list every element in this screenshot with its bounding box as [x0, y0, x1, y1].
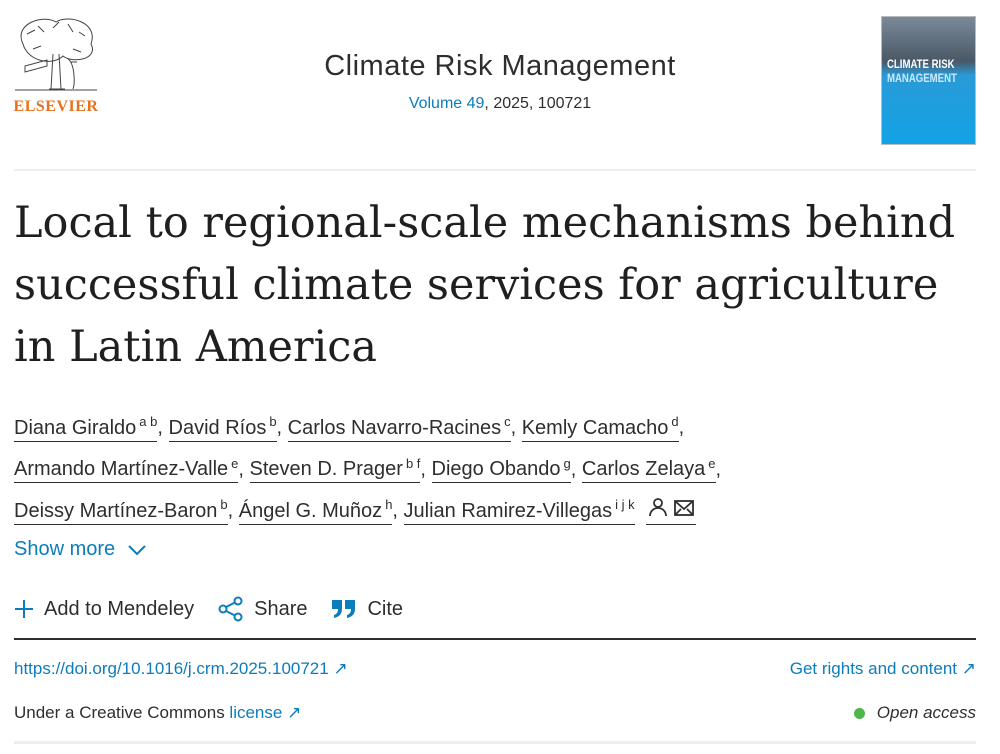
show-more-button[interactable]: Show more: [14, 538, 147, 561]
affiliation-sup: h: [385, 497, 393, 513]
person-icon: [649, 498, 668, 517]
author-name: Steven D. Prager: [249, 458, 403, 481]
add-to-mendeley-button[interactable]: Add to Mendeley: [14, 598, 194, 621]
affiliation-sup: a b: [139, 414, 158, 429]
cite-button[interactable]: Cite: [331, 598, 403, 621]
author-link[interactable]: Kemly Camacho d: [521, 414, 679, 442]
author-link[interactable]: Armando Martínez-Valle e: [14, 455, 239, 484]
share-icon: [218, 596, 243, 622]
author-name: Kemly Camacho: [521, 416, 669, 439]
author-name: Carlos Navarro-Racines: [287, 416, 502, 439]
journal-header: Climate Risk Management Volume 49, 2025,…: [0, 50, 1000, 113]
author-name: Ángel G. Muñoz: [238, 499, 383, 522]
volume-link[interactable]: Volume 49: [408, 95, 485, 112]
affiliation-sup: i j k: [615, 497, 635, 513]
author-link[interactable]: Ángel G. Muñoz h: [238, 497, 393, 525]
license-text: Under a Creative Commons license ↗: [14, 703, 302, 722]
show-more-label: Show more: [14, 538, 116, 560]
affiliation-sup: c: [504, 414, 511, 429]
author-link[interactable]: Deissy Martínez-Baron b: [14, 497, 228, 525]
author-name: Diana Giraldo: [14, 416, 137, 439]
author-name: Armando Martínez-Valle: [14, 458, 229, 481]
elsevier-wordmark: ELSEVIER: [13, 98, 99, 115]
get-rights-link[interactable]: Get rights and content ↗: [789, 659, 976, 678]
affiliation-sup: b f: [405, 455, 421, 471]
divider: [14, 741, 976, 744]
elsevier-tree-icon: [15, 18, 97, 91]
affiliation-sup: e: [708, 455, 716, 471]
author-link[interactable]: Carlos Navarro-Racines c: [287, 414, 511, 442]
divider: [14, 169, 976, 171]
affiliation-sup: d: [671, 414, 679, 429]
chevron-down-icon: [128, 544, 146, 555]
issue-meta: , 2025, 100721: [484, 95, 592, 112]
quote-icon: [332, 600, 356, 618]
author-link[interactable]: Steven D. Prager b f: [249, 455, 421, 484]
affiliation-sup: e: [231, 455, 239, 471]
author-name: Carlos Zelaya: [581, 458, 706, 481]
affiliation-sup: b: [269, 414, 277, 429]
journal-cover-image[interactable]: CLIMATE RISK MANAGEMENT: [881, 16, 976, 145]
divider: [14, 638, 976, 640]
affiliation-sup: b: [220, 497, 228, 513]
author-name: Julian Ramirez-Villegas: [403, 499, 613, 522]
external-link-icon: ↗: [961, 659, 976, 678]
author-name: David Ríos: [168, 416, 267, 439]
elsevier-logo[interactable]: ELSEVIER: [12, 14, 100, 116]
envelope-icon: [673, 500, 694, 516]
author-link[interactable]: Carlos Zelaya e: [581, 455, 716, 484]
author-name: Deissy Martínez-Baron: [14, 499, 218, 522]
author-link[interactable]: Julian Ramirez-Villegas i j k: [403, 497, 635, 525]
open-access-badge: Open access: [853, 703, 976, 723]
author-list: Diana Giraldo a b, David Ríos b, Carlos Na…: [14, 404, 974, 529]
author-link[interactable]: Diana Giraldo a b: [14, 414, 158, 442]
author-link[interactable]: Diego Obando g: [431, 455, 571, 484]
license-link[interactable]: license ↗: [229, 703, 302, 722]
journal-title[interactable]: Climate Risk Management: [324, 50, 676, 82]
article-title: Local to regional-scale mechanisms behin…: [14, 198, 956, 372]
article-actions: Add to Mendeley Share Cite: [14, 596, 403, 622]
open-access-dot-icon: [853, 707, 865, 719]
affiliation-sup: g: [563, 455, 571, 471]
author-link[interactable]: David Ríos b: [168, 414, 277, 442]
doi-link[interactable]: https://doi.org/10.1016/j.crm.2025.10072…: [14, 659, 348, 678]
plus-icon: [15, 600, 33, 618]
share-button[interactable]: Share: [218, 596, 307, 622]
cover-title: CLIMATE RISK MANAGEMENT: [887, 57, 957, 85]
author-name: Diego Obando: [431, 458, 561, 481]
corresponding-author-icons[interactable]: [646, 498, 696, 525]
external-link-icon: ↗: [333, 659, 348, 678]
